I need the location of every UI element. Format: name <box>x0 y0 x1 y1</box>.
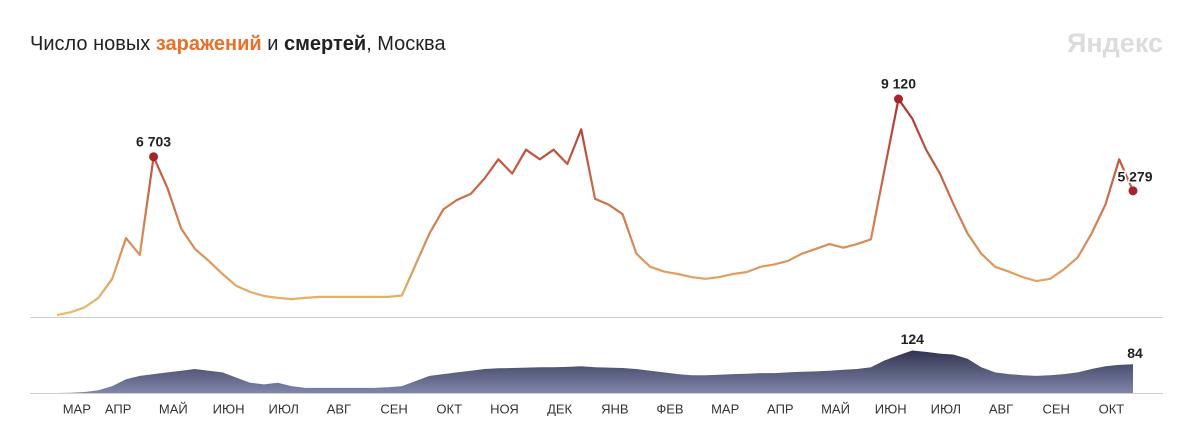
title-part: заражений <box>156 33 262 55</box>
x-tick-label: ИЮЛ <box>268 401 298 416</box>
chart-title: Число новых заражений и смертей, Москва <box>30 33 446 55</box>
x-tick-label: ОКТ <box>436 401 462 416</box>
title-part: смертей <box>284 33 366 55</box>
x-tick-label: ЯНВ <box>601 401 628 416</box>
x-tick-label: МАЙ <box>159 401 188 416</box>
peak-marker <box>1128 186 1138 196</box>
x-tick-label: МАЙ <box>821 401 850 416</box>
x-tick-label: СЕН <box>1043 401 1070 416</box>
peak-marker <box>149 152 159 162</box>
x-tick-label: ИЮН <box>213 401 245 416</box>
x-tick-label: АВГ <box>327 401 351 416</box>
title-part: , Москва <box>366 33 446 55</box>
x-tick-label: ИЮЛ <box>931 401 961 416</box>
title-part: Число новых <box>30 33 156 55</box>
deaths-area <box>57 350 1133 393</box>
logo: Яндекс <box>1067 28 1163 58</box>
peak-marker <box>893 94 903 104</box>
x-tick-label: АВГ <box>989 401 1013 416</box>
title-part: и <box>262 33 284 55</box>
value-label: 5 279 <box>1117 169 1152 185</box>
x-tick-label: АПР <box>105 401 132 416</box>
value-label: 124 <box>901 331 925 347</box>
x-tick-label: МАР <box>711 401 739 416</box>
x-tick-label: АПР <box>767 401 794 416</box>
value-label: 6 703 <box>136 134 171 150</box>
x-tick-label: ФЕВ <box>656 401 683 416</box>
cases-line <box>56 97 1135 317</box>
value-label: 9 120 <box>881 76 916 92</box>
x-tick-label: ДЕК <box>547 401 572 416</box>
x-tick-label: СЕН <box>380 401 407 416</box>
x-tick-label: ОКТ <box>1099 401 1125 416</box>
value-label: 84 <box>1127 345 1143 361</box>
x-tick-label: ИЮН <box>875 401 907 416</box>
x-tick-label: МАР <box>63 401 91 416</box>
x-tick-label: НОЯ <box>490 401 519 416</box>
